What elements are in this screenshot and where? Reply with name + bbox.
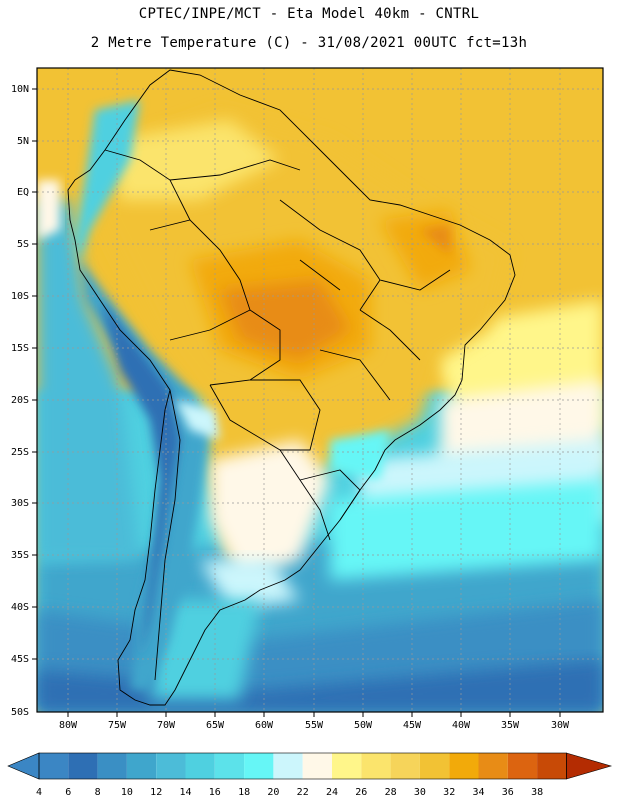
lon-label: 55W: [305, 720, 324, 731]
colorbar-upper-arrow: [566, 753, 611, 779]
colorbar-segment: [97, 753, 127, 779]
lat-label: 30S: [11, 498, 29, 509]
border-colombia: [104, 149, 191, 221]
lat-label: 10N: [11, 84, 29, 95]
lat-label: 20S: [11, 395, 29, 406]
colorbar-label: 34: [472, 787, 484, 798]
map-title-line1: CPTEC/INPE/MCT - Eta Model 40km - CNTRL: [138, 6, 480, 22]
lat-label: 15S: [11, 343, 29, 354]
lat-label: 5S: [17, 239, 29, 250]
coastlines-and-borders: [67, 69, 516, 706]
lat-label: 35S: [11, 550, 29, 561]
lon-label: 45W: [403, 720, 422, 731]
colorbar-segment: [214, 753, 245, 779]
lon-label: 50W: [354, 720, 373, 731]
latitude-labels: 10N 5N EQ 5S 10S 15S 20S 25S 30S 35S 40S…: [11, 84, 29, 718]
border-brazil-states: [279, 199, 451, 401]
lat-label: 45S: [11, 654, 29, 665]
border-venezuela: [169, 159, 301, 181]
colorbar-label: 8: [95, 787, 101, 798]
lon-label: 40W: [452, 720, 471, 731]
colorbar-segment: [419, 753, 450, 779]
lon-label: 60W: [255, 720, 274, 731]
colorbar-segment: [449, 753, 479, 779]
map-title-line2: 2 Metre Temperature (C) - 31/08/2021 00U…: [90, 35, 528, 51]
colorbar-segment: [68, 753, 98, 779]
colorbar-label: 38: [531, 787, 543, 798]
colorbar-segment: [156, 753, 186, 779]
colorbar-label: 22: [297, 787, 309, 798]
border-chile-argentina: [154, 389, 181, 681]
colorbar-segment: [273, 753, 303, 779]
lat-label: 50S: [11, 707, 29, 718]
colorbar-label: 12: [150, 787, 162, 798]
colorbar: 4 6 8 10 12 14 16 18 20 22 24 26 28 30 3…: [7, 752, 613, 798]
colorbar-label: 4: [36, 787, 42, 798]
lat-label: 5N: [17, 136, 29, 147]
border-argentina: [209, 384, 331, 541]
colorbar-label: 24: [326, 787, 338, 798]
tick-marks: [32, 88, 561, 717]
lat-label: 25S: [11, 447, 29, 458]
colorbar-segment: [302, 753, 332, 779]
colorbar-label: 14: [179, 787, 191, 798]
colorbar-label: 36: [502, 787, 514, 798]
colorbar-segment: [361, 753, 391, 779]
colorbar-segment: [390, 753, 420, 779]
colorbar-label: 20: [267, 787, 279, 798]
lon-label: 65W: [206, 720, 225, 731]
colorbar-label: 16: [209, 787, 221, 798]
temperature-field: [37, 68, 603, 712]
colorbar-segment: [478, 753, 508, 779]
colorbar-label: 10: [121, 787, 133, 798]
lon-label: 35W: [501, 720, 520, 731]
lat-label: 40S: [11, 602, 29, 613]
lat-label: EQ: [17, 187, 29, 198]
border-uruguay: [299, 469, 361, 521]
colorbar-segment: [332, 753, 362, 779]
colorbar-label: 18: [238, 787, 250, 798]
colorbar-segment: [507, 753, 538, 779]
lon-label: 80W: [59, 720, 78, 731]
colorbar-label: 28: [385, 787, 397, 798]
colorbar-labels: 4 6 8 10 12 14 16 18 20 22 24 26 28 30 3…: [36, 787, 543, 798]
colorbar-label: 32: [443, 787, 455, 798]
colorbar-label: 6: [65, 787, 71, 798]
colorbar-segment: [244, 753, 274, 779]
colorbar-lower-arrow: [8, 753, 39, 779]
lat-label: 10S: [11, 291, 29, 302]
colorbar-segment: [39, 753, 69, 779]
border-peru-brazil: [149, 219, 251, 311]
longitude-labels: 80W 75W 70W 65W 60W 55W 50W 45W 40W 35W …: [59, 720, 570, 731]
graticule: [37, 68, 603, 712]
lon-label: 70W: [157, 720, 176, 731]
colorbar-label: 30: [414, 787, 426, 798]
map-frame: [36, 67, 604, 713]
colorbar-segment: [126, 753, 157, 779]
lon-label: 75W: [108, 720, 127, 731]
colorbar-label: 26: [355, 787, 367, 798]
colorbar-segment: [185, 753, 215, 779]
border-paraguay: [250, 379, 321, 451]
lon-label: 30W: [551, 720, 570, 731]
colorbar-segment: [537, 753, 567, 779]
